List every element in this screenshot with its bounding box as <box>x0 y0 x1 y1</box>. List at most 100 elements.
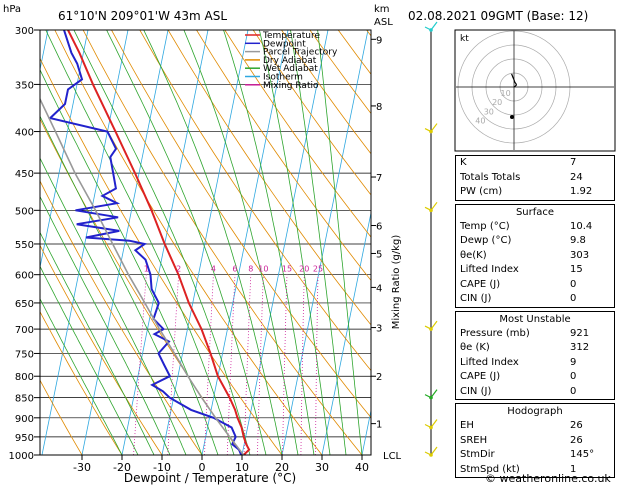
wet-adiabat <box>290 30 347 455</box>
dewpoint-profile <box>48 30 243 455</box>
mixing-ratio-axis-label: Mixing Ratio (g/kg) <box>391 235 402 330</box>
wind-barb-dot <box>429 327 433 331</box>
temp-tick-label: 30 <box>315 461 329 474</box>
wet-adiabat <box>40 297 123 455</box>
pw-row: PW (cm) 1.92 <box>460 186 593 197</box>
wet-adiabat <box>40 157 187 455</box>
wet-adiabat <box>40 115 203 455</box>
pressure-tick-label: 700 <box>15 325 34 336</box>
dry-adiabat <box>224 30 371 238</box>
hodograph-ring-label: 10 <box>501 89 511 98</box>
wet-adiabat <box>143 30 283 455</box>
mixing-ratio-label: 8 <box>248 265 253 274</box>
location-title: 61°10'N 209°01'W 43m ASL <box>58 9 227 23</box>
temp-tick-label: 40 <box>355 461 369 474</box>
mixing-ratio-label: 2 <box>176 265 181 274</box>
plot-frame <box>39 29 372 456</box>
pressure-tick-label: 1000 <box>9 451 34 462</box>
isotherm-line <box>81 30 169 455</box>
dry-adiabat <box>111 30 371 419</box>
dry-adiabat <box>167 30 371 326</box>
mixing-ratio-line <box>204 274 214 455</box>
wet-adiabat <box>40 265 139 455</box>
dry-adiabat <box>281 30 371 155</box>
mixing-ratio-line <box>300 274 305 455</box>
mixing-ratio-line <box>315 274 319 455</box>
surface-row: Dewp (°C) 9.8 <box>460 235 586 246</box>
wet-adiabat <box>106 30 267 455</box>
mixing-ratio-line <box>167 274 180 455</box>
dry-adiabat <box>252 30 371 196</box>
copyright: © weatheronline.co.uk <box>485 472 611 485</box>
wet-adiabat <box>259 30 331 455</box>
surface-row: Temp (°C) 10.4 <box>460 220 593 232</box>
dry-adiabat <box>139 30 371 372</box>
pressure-tick-label: 800 <box>15 372 34 383</box>
mixing-ratio-label: 6 <box>232 265 237 274</box>
hodograph-row: EH 26 <box>460 420 583 431</box>
dry-adiabat <box>54 30 323 455</box>
surface-row: Lifted Index 15 <box>460 264 583 275</box>
dry-adiabat <box>196 30 371 282</box>
wind-barb-dot <box>429 453 433 457</box>
hodograph-row: SREH 26 <box>460 434 583 446</box>
isotherm-line <box>161 30 249 455</box>
units-left: hPa <box>3 4 21 15</box>
mixing-ratio-label: 15 <box>282 265 292 274</box>
wind-barb-dot <box>429 425 433 430</box>
unstable-row: CAPE (J) 0 <box>460 371 577 382</box>
pressure-tick-label: 850 <box>15 394 34 405</box>
km-tick-label: 9 <box>376 35 382 46</box>
most-unstable-table: Most Unstable Pressure (mb) 921 θe (K) 312 L… <box>455 310 615 400</box>
wet-adiabat <box>73 30 251 455</box>
mixing-ratio-label: 4 <box>211 265 216 274</box>
mixing-ratio-line <box>243 274 252 455</box>
legend-item: Dewpoint <box>263 39 306 49</box>
temp-tick-label: -30 <box>73 461 91 474</box>
units-asl: ASL <box>374 17 393 28</box>
wind-barb-dot <box>429 395 433 400</box>
temp-tick-label: 10 <box>235 461 249 474</box>
dry-adiabat <box>82 30 363 455</box>
datetime-title: 02.08.2021 09GMT (Base: 12) <box>408 9 588 23</box>
mixing-ratio-line <box>226 274 236 455</box>
lcl-label: LCL <box>383 451 402 462</box>
surface-row: CAPE (J) 0 <box>460 278 577 290</box>
most-unstable-title: Most Unstable <box>499 313 571 325</box>
totals-totals-row: Totals Totals 24 <box>460 171 583 183</box>
dry-adiabat <box>40 180 203 455</box>
dry-adiabat <box>40 117 243 455</box>
km-tick-label: 7 <box>376 173 382 184</box>
hodograph-ring-label: 30 <box>484 107 494 116</box>
mixing-ratio-label: 25 <box>313 265 323 274</box>
isotherm-line <box>201 30 289 455</box>
parcel-trajectory <box>40 97 245 455</box>
dry-adiabat <box>40 244 163 455</box>
isotherm-line <box>241 30 329 455</box>
unstable-row: θe (K) 312 <box>460 342 590 353</box>
pressure-tick-label: 400 <box>15 128 34 139</box>
pressure-tick-label: 900 <box>15 414 34 425</box>
wind-barb-dot <box>429 28 433 32</box>
pressure-tick-label: 650 <box>15 299 34 310</box>
wet-adiabat <box>45 30 235 455</box>
pressure-tick-label: 550 <box>15 240 34 251</box>
hodograph-frame <box>454 29 616 152</box>
km-tick-label: 8 <box>376 102 382 113</box>
pressure-tick-label: 500 <box>15 206 34 217</box>
hodograph-ring-label: 20 <box>492 98 502 107</box>
mixing-ratio-line <box>133 274 147 455</box>
pressure-tick-label: 950 <box>15 433 34 444</box>
wet-adiabat <box>40 68 219 455</box>
temp-tick-label: -20 <box>113 461 131 474</box>
wind-barb-dot <box>429 129 433 134</box>
temp-tick-label: -10 <box>153 461 171 474</box>
wet-adiabat <box>317 30 363 455</box>
temp-tick-label: 0 <box>199 461 206 474</box>
units-km: km <box>374 4 390 15</box>
hodograph-table: Hodograph EH 26 SREH 26 StmDir 145° StmSpd (kt… <box>455 403 615 478</box>
hodograph-row: StmDir 145° <box>460 449 595 460</box>
unstable-row: Pressure (mb) 921 <box>460 327 590 339</box>
hodograph-title: Hodograph <box>507 406 563 417</box>
